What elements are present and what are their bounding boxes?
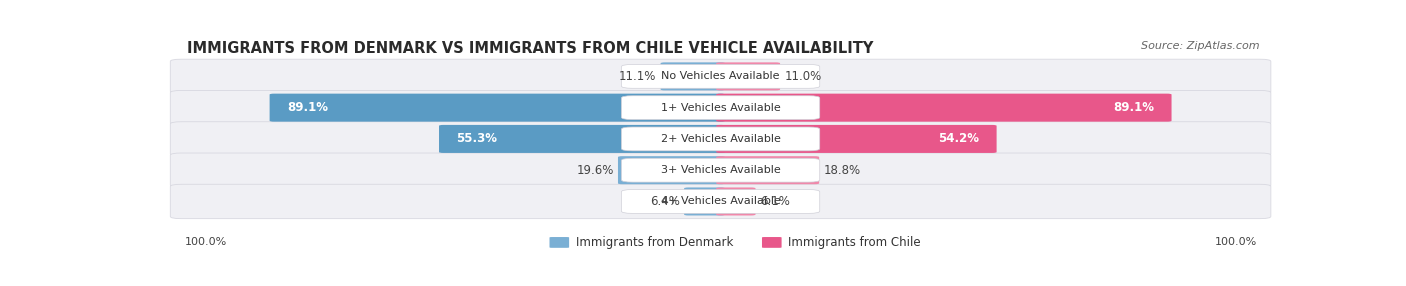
Text: 4+ Vehicles Available: 4+ Vehicles Available [661, 196, 780, 206]
FancyBboxPatch shape [621, 64, 820, 88]
Text: 55.3%: 55.3% [457, 132, 498, 145]
Text: 6.1%: 6.1% [759, 195, 790, 208]
Text: 2+ Vehicles Available: 2+ Vehicles Available [661, 134, 780, 144]
FancyBboxPatch shape [716, 94, 1171, 122]
FancyBboxPatch shape [170, 184, 1271, 219]
FancyBboxPatch shape [685, 187, 725, 215]
Text: IMMIGRANTS FROM DENMARK VS IMMIGRANTS FROM CHILE VEHICLE AVAILABILITY: IMMIGRANTS FROM DENMARK VS IMMIGRANTS FR… [187, 41, 873, 56]
FancyBboxPatch shape [762, 237, 782, 248]
Text: 89.1%: 89.1% [1114, 101, 1154, 114]
Text: 100.0%: 100.0% [1215, 237, 1257, 247]
FancyBboxPatch shape [170, 90, 1271, 125]
FancyBboxPatch shape [170, 122, 1271, 156]
Text: 18.8%: 18.8% [824, 164, 860, 177]
Text: 54.2%: 54.2% [938, 132, 979, 145]
FancyBboxPatch shape [621, 190, 820, 213]
FancyBboxPatch shape [550, 237, 569, 248]
Text: 89.1%: 89.1% [287, 101, 328, 114]
FancyBboxPatch shape [439, 125, 725, 153]
FancyBboxPatch shape [270, 94, 725, 122]
Text: 100.0%: 100.0% [184, 237, 226, 247]
FancyBboxPatch shape [716, 125, 997, 153]
Text: 1+ Vehicles Available: 1+ Vehicles Available [661, 103, 780, 113]
FancyBboxPatch shape [170, 153, 1271, 187]
FancyBboxPatch shape [621, 96, 820, 120]
FancyBboxPatch shape [170, 59, 1271, 94]
Text: 3+ Vehicles Available: 3+ Vehicles Available [661, 165, 780, 175]
FancyBboxPatch shape [621, 158, 820, 182]
Text: 11.1%: 11.1% [619, 70, 657, 83]
Text: No Vehicles Available: No Vehicles Available [661, 72, 780, 82]
Text: 19.6%: 19.6% [576, 164, 613, 177]
FancyBboxPatch shape [716, 156, 820, 184]
FancyBboxPatch shape [661, 62, 725, 90]
Text: 11.0%: 11.0% [785, 70, 821, 83]
Text: Source: ZipAtlas.com: Source: ZipAtlas.com [1142, 41, 1260, 51]
FancyBboxPatch shape [716, 187, 755, 215]
FancyBboxPatch shape [716, 62, 780, 90]
Text: Immigrants from Chile: Immigrants from Chile [789, 236, 921, 249]
Text: 6.4%: 6.4% [650, 195, 679, 208]
FancyBboxPatch shape [619, 156, 725, 184]
Text: Immigrants from Denmark: Immigrants from Denmark [575, 236, 733, 249]
FancyBboxPatch shape [621, 127, 820, 151]
